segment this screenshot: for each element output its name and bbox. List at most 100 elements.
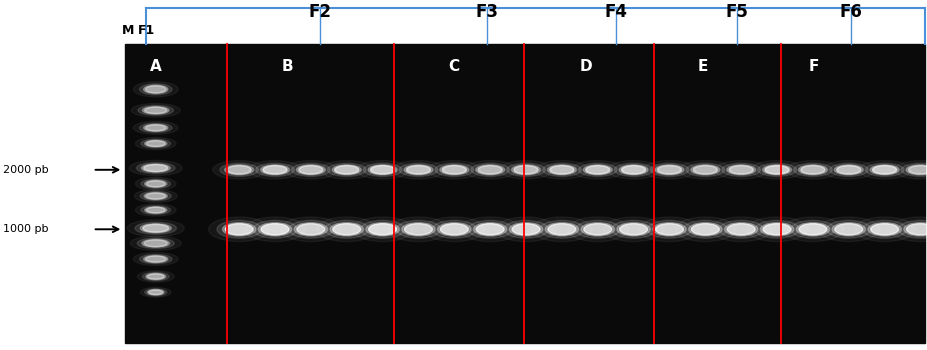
Ellipse shape xyxy=(248,161,301,179)
Ellipse shape xyxy=(133,252,178,266)
Text: F2: F2 xyxy=(309,3,331,21)
Ellipse shape xyxy=(144,164,168,172)
Ellipse shape xyxy=(531,217,592,241)
Ellipse shape xyxy=(542,163,581,176)
Ellipse shape xyxy=(146,207,165,213)
Ellipse shape xyxy=(832,223,866,236)
Ellipse shape xyxy=(904,223,927,236)
Ellipse shape xyxy=(141,164,171,172)
Ellipse shape xyxy=(146,141,165,146)
Ellipse shape xyxy=(906,165,927,175)
Ellipse shape xyxy=(139,123,172,133)
Ellipse shape xyxy=(147,289,164,295)
Ellipse shape xyxy=(129,160,183,176)
Ellipse shape xyxy=(683,220,728,238)
Ellipse shape xyxy=(145,207,167,214)
Ellipse shape xyxy=(327,163,366,176)
Ellipse shape xyxy=(730,166,754,174)
Ellipse shape xyxy=(763,165,792,175)
Ellipse shape xyxy=(619,165,648,175)
Ellipse shape xyxy=(548,224,576,235)
Ellipse shape xyxy=(691,165,719,175)
Text: E: E xyxy=(697,59,708,74)
Text: F5: F5 xyxy=(726,3,748,21)
Ellipse shape xyxy=(835,224,863,235)
Ellipse shape xyxy=(143,272,169,281)
Ellipse shape xyxy=(576,220,620,238)
Ellipse shape xyxy=(550,166,574,174)
Ellipse shape xyxy=(868,223,901,236)
Ellipse shape xyxy=(794,163,832,176)
Ellipse shape xyxy=(440,165,469,175)
Ellipse shape xyxy=(655,165,684,175)
Ellipse shape xyxy=(862,220,907,238)
Ellipse shape xyxy=(146,256,166,262)
Ellipse shape xyxy=(141,139,171,148)
Ellipse shape xyxy=(643,161,696,179)
Ellipse shape xyxy=(476,165,504,175)
Ellipse shape xyxy=(130,236,182,251)
Ellipse shape xyxy=(298,166,323,174)
Ellipse shape xyxy=(746,217,807,241)
Ellipse shape xyxy=(834,165,863,175)
Ellipse shape xyxy=(406,166,430,174)
Ellipse shape xyxy=(757,163,796,176)
Ellipse shape xyxy=(145,240,168,247)
Ellipse shape xyxy=(725,223,758,236)
Ellipse shape xyxy=(727,165,756,175)
Ellipse shape xyxy=(440,224,468,235)
Ellipse shape xyxy=(474,223,507,236)
Ellipse shape xyxy=(288,220,333,238)
Ellipse shape xyxy=(294,223,327,236)
Ellipse shape xyxy=(149,290,163,295)
Ellipse shape xyxy=(260,165,289,175)
Ellipse shape xyxy=(507,163,545,176)
Ellipse shape xyxy=(261,224,289,235)
Ellipse shape xyxy=(140,191,171,201)
Ellipse shape xyxy=(147,274,164,279)
Ellipse shape xyxy=(140,224,171,233)
Ellipse shape xyxy=(256,163,294,176)
Text: F1: F1 xyxy=(138,25,155,37)
Ellipse shape xyxy=(442,166,466,174)
Ellipse shape xyxy=(495,217,556,241)
Ellipse shape xyxy=(332,165,362,175)
Ellipse shape xyxy=(476,224,504,235)
Ellipse shape xyxy=(655,224,683,235)
Ellipse shape xyxy=(827,220,871,238)
Ellipse shape xyxy=(145,289,167,296)
Ellipse shape xyxy=(786,161,840,179)
Ellipse shape xyxy=(471,163,510,176)
Ellipse shape xyxy=(369,224,397,235)
Ellipse shape xyxy=(872,166,896,174)
Ellipse shape xyxy=(870,165,899,175)
Ellipse shape xyxy=(478,166,502,174)
Ellipse shape xyxy=(500,161,552,179)
Ellipse shape xyxy=(280,217,341,241)
Ellipse shape xyxy=(650,163,689,176)
Ellipse shape xyxy=(144,256,168,262)
Ellipse shape xyxy=(137,238,174,248)
Ellipse shape xyxy=(751,161,804,179)
Ellipse shape xyxy=(263,166,287,174)
Ellipse shape xyxy=(361,220,405,238)
Ellipse shape xyxy=(292,163,330,176)
Ellipse shape xyxy=(715,161,768,179)
Ellipse shape xyxy=(145,180,167,187)
Ellipse shape xyxy=(356,161,409,179)
Ellipse shape xyxy=(253,220,298,238)
Ellipse shape xyxy=(363,163,402,176)
Ellipse shape xyxy=(686,163,725,176)
Ellipse shape xyxy=(509,223,542,236)
Ellipse shape xyxy=(571,161,624,179)
Ellipse shape xyxy=(617,223,651,236)
Ellipse shape xyxy=(894,161,927,179)
Text: F: F xyxy=(808,59,819,74)
Ellipse shape xyxy=(548,165,577,175)
Ellipse shape xyxy=(503,220,548,238)
Ellipse shape xyxy=(135,204,176,216)
Ellipse shape xyxy=(858,161,911,179)
Ellipse shape xyxy=(404,224,432,235)
Ellipse shape xyxy=(468,220,513,238)
Text: 2000 pb: 2000 pb xyxy=(3,165,48,175)
